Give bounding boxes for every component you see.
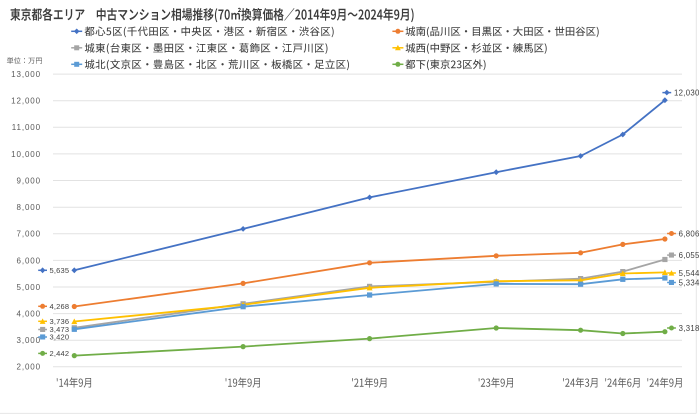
svg-text:7,000: 7,000: [16, 230, 41, 239]
svg-text:3,736: 3,736: [50, 317, 70, 326]
svg-text:13,000: 13,000: [11, 70, 41, 79]
svg-text:10,000: 10,000: [11, 150, 41, 159]
svg-text:2,000: 2,000: [16, 363, 41, 372]
svg-text:11,000: 11,000: [12, 123, 41, 132]
svg-text:5,635: 5,635: [50, 266, 70, 275]
svg-text:6,055: 6,055: [679, 251, 700, 260]
svg-text:4,000: 4,000: [16, 310, 41, 319]
svg-text:3,473: 3,473: [50, 325, 70, 334]
svg-text:5,544: 5,544: [679, 269, 700, 278]
svg-text:5,000: 5,000: [16, 283, 41, 292]
svg-text:4,268: 4,268: [50, 302, 70, 311]
svg-text:3,420: 3,420: [50, 333, 70, 342]
svg-text:6,000: 6,000: [16, 256, 41, 265]
svg-text:2,442: 2,442: [50, 349, 70, 358]
svg-text:12,000: 12,000: [11, 97, 41, 106]
svg-text:8,000: 8,000: [16, 203, 41, 212]
svg-text:12,030: 12,030: [674, 88, 700, 97]
svg-text:3,318: 3,318: [679, 324, 700, 333]
svg-text:5,334: 5,334: [679, 278, 700, 287]
svg-text:3,000: 3,000: [16, 336, 41, 345]
svg-text:9,000: 9,000: [16, 176, 41, 185]
svg-text:6,806: 6,806: [679, 229, 700, 238]
